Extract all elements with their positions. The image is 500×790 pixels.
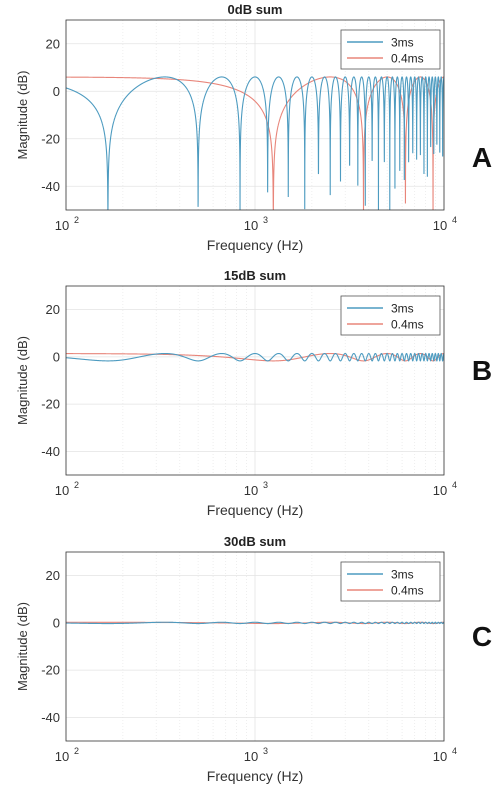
series-line-3ms xyxy=(66,621,444,625)
x-tick-label: 10 xyxy=(244,749,258,764)
y-tick-label: -40 xyxy=(41,179,60,194)
y-tick-label: -40 xyxy=(41,444,60,459)
legend-label: 0.4ms xyxy=(391,52,424,66)
x-tick-label: 10 xyxy=(244,218,258,233)
y-tick-label: -20 xyxy=(41,663,60,678)
legend-label: 3ms xyxy=(391,568,414,582)
axes-frame xyxy=(65,19,445,211)
x-axis-label: Frequency (Hz) xyxy=(207,237,303,253)
y-tick-label: 0 xyxy=(53,84,60,99)
x-tick-exponent: 3 xyxy=(263,746,268,756)
x-axis-label: Frequency (Hz) xyxy=(207,768,303,784)
y-tick-label: -20 xyxy=(41,397,60,412)
x-tick-exponent: 2 xyxy=(74,480,79,490)
legend: 3ms 0.4ms xyxy=(340,29,441,70)
y-tick-label: -40 xyxy=(41,710,60,725)
panel-letter: A xyxy=(472,142,492,173)
x-tick-exponent: 2 xyxy=(74,746,79,756)
x-tick-label: 10 xyxy=(433,749,447,764)
panel-letter: B xyxy=(472,355,492,386)
series-line-3ms xyxy=(66,76,444,210)
chart-title: 0dB sum xyxy=(228,2,283,17)
x-tick-exponent: 3 xyxy=(263,480,268,490)
legend: 3ms 0.4ms xyxy=(340,295,441,336)
legend-box xyxy=(340,29,441,70)
chart-panel-a: 20 0 -20 -40 10 2 10 3 10 4 0dB sum Frequency (Hz) M… xyxy=(15,2,492,253)
legend-box xyxy=(340,295,441,336)
chart-panel-b: 20 0 -20 -40 10 2 10 3 10 4 15dB sum Frequency (Hz)… xyxy=(15,268,492,518)
legend-box xyxy=(340,561,441,602)
x-tick-label: 10 xyxy=(244,483,258,498)
chart-title: 30dB sum xyxy=(224,534,286,549)
y-axis-label: Magnitude (dB) xyxy=(15,71,30,160)
legend-label: 0.4ms xyxy=(391,584,424,598)
y-axis-label: Magnitude (dB) xyxy=(15,602,30,691)
legend-label: 3ms xyxy=(391,302,414,316)
x-tick-exponent: 4 xyxy=(452,215,457,225)
chart-title: 15dB sum xyxy=(224,268,286,283)
x-tick-label: 10 xyxy=(433,483,447,498)
x-tick-label: 10 xyxy=(55,218,69,233)
y-tick-label: 0 xyxy=(53,615,60,630)
panel-letter: C xyxy=(472,621,492,652)
chart-panel-c: 20 0 -20 -40 10 2 10 3 10 4 30dB sum Frequency (Hz)… xyxy=(15,534,492,784)
y-tick-label: -20 xyxy=(41,131,60,146)
x-tick-label: 10 xyxy=(55,483,69,498)
x-tick-exponent: 4 xyxy=(452,480,457,490)
x-axis-label: Frequency (Hz) xyxy=(207,502,303,518)
legend-label: 0.4ms xyxy=(391,318,424,332)
axes-frame xyxy=(65,551,445,742)
x-tick-label: 10 xyxy=(433,218,447,233)
legend-label: 3ms xyxy=(391,36,414,50)
y-tick-label: 20 xyxy=(46,568,60,583)
y-tick-label: 20 xyxy=(46,36,60,51)
x-tick-label: 10 xyxy=(55,749,69,764)
y-tick-label: 0 xyxy=(53,349,60,364)
legend: 3ms 0.4ms xyxy=(340,561,441,602)
axes-frame xyxy=(65,285,445,476)
series-line-3ms xyxy=(66,352,444,362)
x-tick-exponent: 3 xyxy=(263,215,268,225)
x-tick-exponent: 2 xyxy=(74,215,79,225)
y-tick-label: 20 xyxy=(46,302,60,317)
y-axis-label: Magnitude (dB) xyxy=(15,336,30,425)
x-tick-exponent: 4 xyxy=(452,746,457,756)
